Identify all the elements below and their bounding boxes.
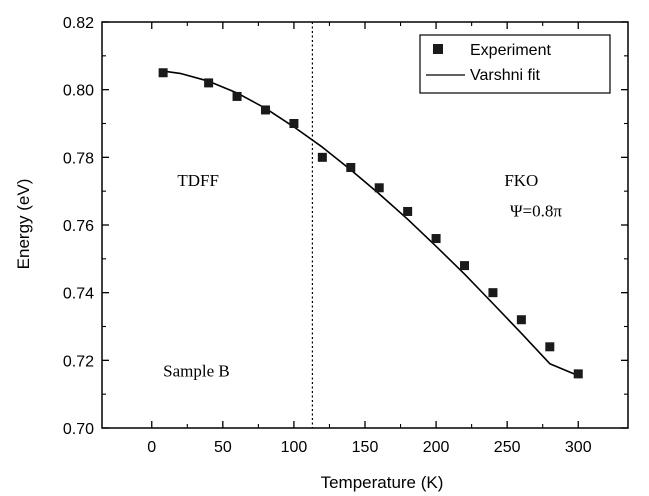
varshni-fit-line bbox=[162, 70, 579, 377]
x-axis-title: Temperature (K) bbox=[321, 473, 444, 492]
x-tick-label: 200 bbox=[423, 439, 450, 456]
experiment-point bbox=[260, 105, 270, 115]
y-tick-label: 0.72 bbox=[63, 353, 94, 370]
fit-line-group bbox=[162, 70, 579, 377]
experiment-point bbox=[346, 162, 356, 172]
x-tick-label: 250 bbox=[494, 439, 521, 456]
experiment-point bbox=[516, 315, 526, 325]
experiment-point bbox=[204, 78, 214, 88]
legend-box bbox=[419, 34, 611, 94]
annotation-label: Sample B bbox=[163, 362, 230, 381]
annotations: TDFF FKO Ψ=0.8π Sample B bbox=[163, 171, 562, 380]
experiment-point bbox=[232, 91, 242, 101]
legend-label-experiment: Experiment bbox=[470, 42, 551, 59]
y-tick-label: 0.78 bbox=[63, 150, 94, 167]
x-tick-label: 150 bbox=[352, 439, 379, 456]
x-tick-label: 100 bbox=[281, 439, 308, 456]
experiment-point bbox=[317, 152, 327, 162]
annotation-label: TDFF bbox=[177, 171, 219, 190]
y-tick-label: 0.74 bbox=[63, 286, 94, 303]
y-tick-label: 0.76 bbox=[63, 218, 94, 235]
y-axis-title: Energy (eV) bbox=[14, 179, 33, 270]
y-tick-label: 0.70 bbox=[63, 421, 94, 438]
legend: Experiment Varshni fit bbox=[419, 34, 611, 94]
y-tick-label: 0.80 bbox=[63, 83, 94, 100]
experiment-point bbox=[158, 68, 168, 78]
legend-marker-experiment bbox=[433, 44, 443, 54]
legend-label-varshni: Varshni fit bbox=[470, 67, 541, 84]
y-tick-label: 0.82 bbox=[63, 15, 94, 32]
annotation-label: Ψ=0.8π bbox=[510, 202, 562, 221]
y-axis: 0.70 0.72 0.74 0.76 0.78 0.80 0.82 bbox=[63, 15, 628, 438]
experiment-points bbox=[158, 68, 583, 379]
experiment-point bbox=[403, 206, 413, 216]
experiment-point bbox=[545, 342, 555, 352]
experiment-point bbox=[431, 234, 441, 244]
experiment-point bbox=[573, 369, 583, 379]
annotation-label: FKO bbox=[504, 171, 538, 190]
experiment-point bbox=[374, 183, 384, 193]
x-tick-label: 0 bbox=[147, 439, 156, 456]
x-axis: 0 50 100 150 200 250 300 bbox=[147, 22, 592, 456]
experiment-point bbox=[289, 119, 299, 128]
experiment-point bbox=[488, 288, 498, 298]
x-tick-label: 50 bbox=[214, 439, 232, 456]
x-tick-label: 300 bbox=[565, 439, 592, 456]
experiment-point bbox=[460, 261, 470, 271]
